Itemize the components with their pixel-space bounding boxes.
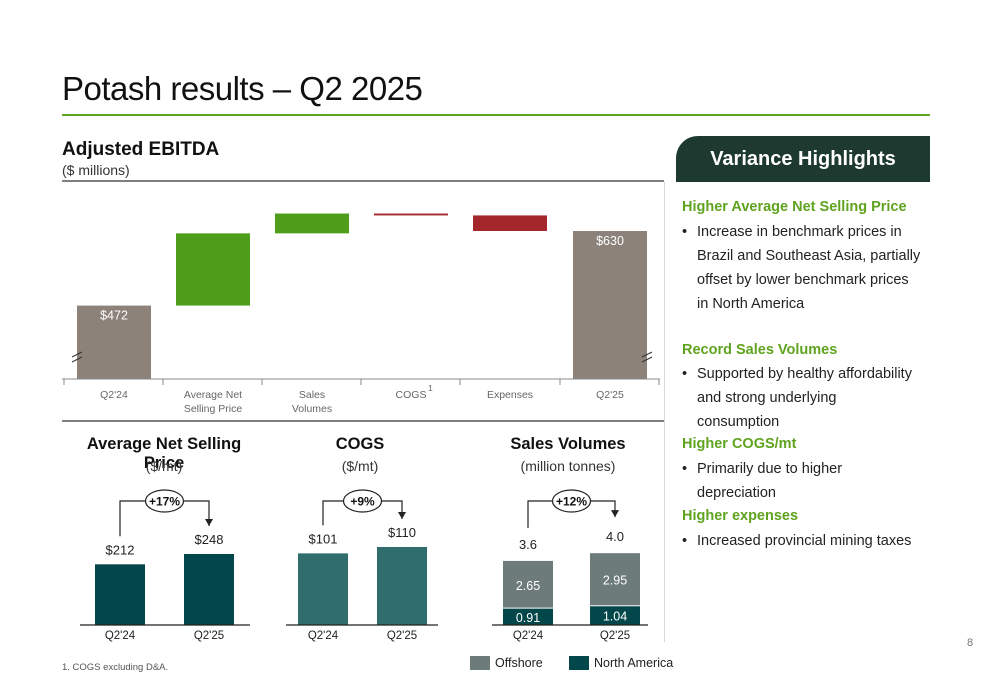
legend-label-north-america: North America xyxy=(594,656,674,670)
axis-break-mark xyxy=(641,356,653,363)
bullet-dot: • xyxy=(682,366,688,382)
volumes-value-north-america: 1.04 xyxy=(603,610,627,624)
volumes-category-label: Q2'25 xyxy=(600,630,630,642)
waterfall-category-label: Q2'25 xyxy=(596,389,624,401)
nsp-bar xyxy=(95,564,145,625)
volumes-chart-title: Sales Volumes xyxy=(510,435,626,453)
volumes-total-label: 3.6 xyxy=(519,537,537,552)
legend-swatch-north-america xyxy=(569,656,589,670)
volumes-value-offshore: 2.95 xyxy=(603,574,627,588)
waterfall-category-label: Q2'24 xyxy=(100,389,128,401)
volumes-change-label: +12% xyxy=(556,495,587,509)
nsp-bar-value: $212 xyxy=(106,542,135,557)
nsp-chart-title: Average Net Selling Price xyxy=(86,435,242,472)
highlight-text-cogs: Primarily due to higher depreciation xyxy=(697,461,843,501)
highlight-bullet-volumes: • Supported by healthy affordability and… xyxy=(682,362,922,434)
cogs-category-label: Q2'25 xyxy=(387,630,417,642)
volumes-category-label: Q2'24 xyxy=(513,630,544,642)
volumes-value-offshore: 2.65 xyxy=(516,579,540,593)
cogs-category-label: Q2'24 xyxy=(308,630,339,642)
highlight-bullet-expenses: • Increased provincial mining taxes xyxy=(682,529,922,553)
bullet-dot: • xyxy=(682,461,688,477)
footnote: 1. COGS excluding D&A. xyxy=(62,662,169,673)
volumes-change-bubble xyxy=(551,489,592,513)
waterfall-bar-step xyxy=(473,215,547,231)
highlight-text-volumes: Supported by healthy affordability and s… xyxy=(697,366,912,430)
nsp-chart-subtitle: ($/mt) xyxy=(145,458,183,474)
legend-swatch-offshore xyxy=(470,656,490,670)
cogs-change-arrowhead xyxy=(398,512,406,519)
cogs-change-label: +9% xyxy=(350,495,375,509)
panel-divider xyxy=(664,182,665,642)
page-title: Potash results – Q2 2025 xyxy=(62,70,423,107)
cogs-change-bubble xyxy=(342,489,383,513)
waterfall-bar-step xyxy=(374,213,448,216)
bullet-dot: • xyxy=(682,533,688,549)
page-number: 8 xyxy=(967,637,974,649)
nsp-change-arrowhead xyxy=(205,519,213,526)
cogs-bar xyxy=(377,547,427,625)
cogs-bar-value: $101 xyxy=(309,531,338,546)
nsp-category-label: Q2'25 xyxy=(194,630,224,642)
highlight-bullet-cogs: • Primarily due to higher depreciation xyxy=(682,457,922,505)
highlight-bullet-nsp: • Increase in benchmark prices in Brazil… xyxy=(682,220,922,316)
axis-break-mark xyxy=(641,351,653,358)
cogs-bar-value: $110 xyxy=(388,525,416,540)
variance-highlights-header: Variance Highlights xyxy=(676,136,930,182)
waterfall-category-label: Expenses xyxy=(487,389,533,401)
volumes-chart-subtitle: (million tonnes) xyxy=(520,458,616,474)
waterfall-category-label: COGS xyxy=(396,389,427,401)
highlight-title-expenses: Higher expenses xyxy=(682,508,799,524)
small-bar-charts: $212 Q2'24 $248 Q2'25 +17% $101 Q2'24 $110 Q2'25… xyxy=(80,489,648,642)
waterfall-bar-step xyxy=(176,233,250,306)
volumes-bar-offshore xyxy=(503,560,553,608)
volumes-bar-north-america xyxy=(503,608,553,625)
bullet-dot: • xyxy=(682,224,688,240)
waterfall-footnote-marker: 1 xyxy=(428,383,433,393)
volumes-change-arrowhead xyxy=(611,510,619,518)
legend-label-offshore: Offshore xyxy=(495,656,543,670)
highlight-text-nsp: Increase in benchmark prices in Brazil a… xyxy=(697,224,921,312)
nsp-change-label: +17% xyxy=(149,495,180,509)
waterfall-category-label: Sales Volumes xyxy=(292,389,332,415)
axis-break-mark xyxy=(71,356,83,363)
highlight-text-expenses: Increased provincial mining taxes xyxy=(697,533,912,549)
cogs-bar xyxy=(298,553,348,625)
ebitda-waterfall-chart: $472 $630 Q2'24 Average Net Selling Price Sal… xyxy=(62,180,664,422)
waterfall-label-start: $472 xyxy=(100,309,128,323)
nsp-change-bubble xyxy=(144,489,185,513)
waterfall-label-end: $630 xyxy=(596,234,624,248)
axis-break-mark xyxy=(71,351,83,358)
waterfall-bar-end xyxy=(573,231,647,379)
title-rule xyxy=(62,114,930,116)
highlight-title-volumes: Record Sales Volumes xyxy=(682,342,838,358)
ebitda-subtitle: ($ millions) xyxy=(62,162,130,178)
cogs-chart-subtitle: ($/mt) xyxy=(341,458,379,474)
nsp-bar-value: $248 xyxy=(195,532,224,547)
waterfall-bar-start xyxy=(77,305,151,379)
highlight-title-cogs: Higher COGS/mt xyxy=(682,436,797,452)
ebitda-title: Adjusted EBITDA xyxy=(62,139,220,160)
cogs-chart-title: COGS xyxy=(335,435,385,453)
waterfall-category-label: Average Net Selling Price xyxy=(184,389,243,415)
nsp-bar xyxy=(184,554,234,625)
waterfall-bar-step xyxy=(275,213,349,234)
volumes-bar-offshore xyxy=(590,553,640,606)
volumes-value-north-america: 0.91 xyxy=(516,611,540,625)
highlight-title-nsp: Higher Average Net Selling Price xyxy=(682,199,907,215)
volumes-total-label: 4.0 xyxy=(606,529,624,544)
nsp-category-label: Q2'24 xyxy=(105,630,136,642)
volumes-bar-north-america xyxy=(590,606,640,625)
